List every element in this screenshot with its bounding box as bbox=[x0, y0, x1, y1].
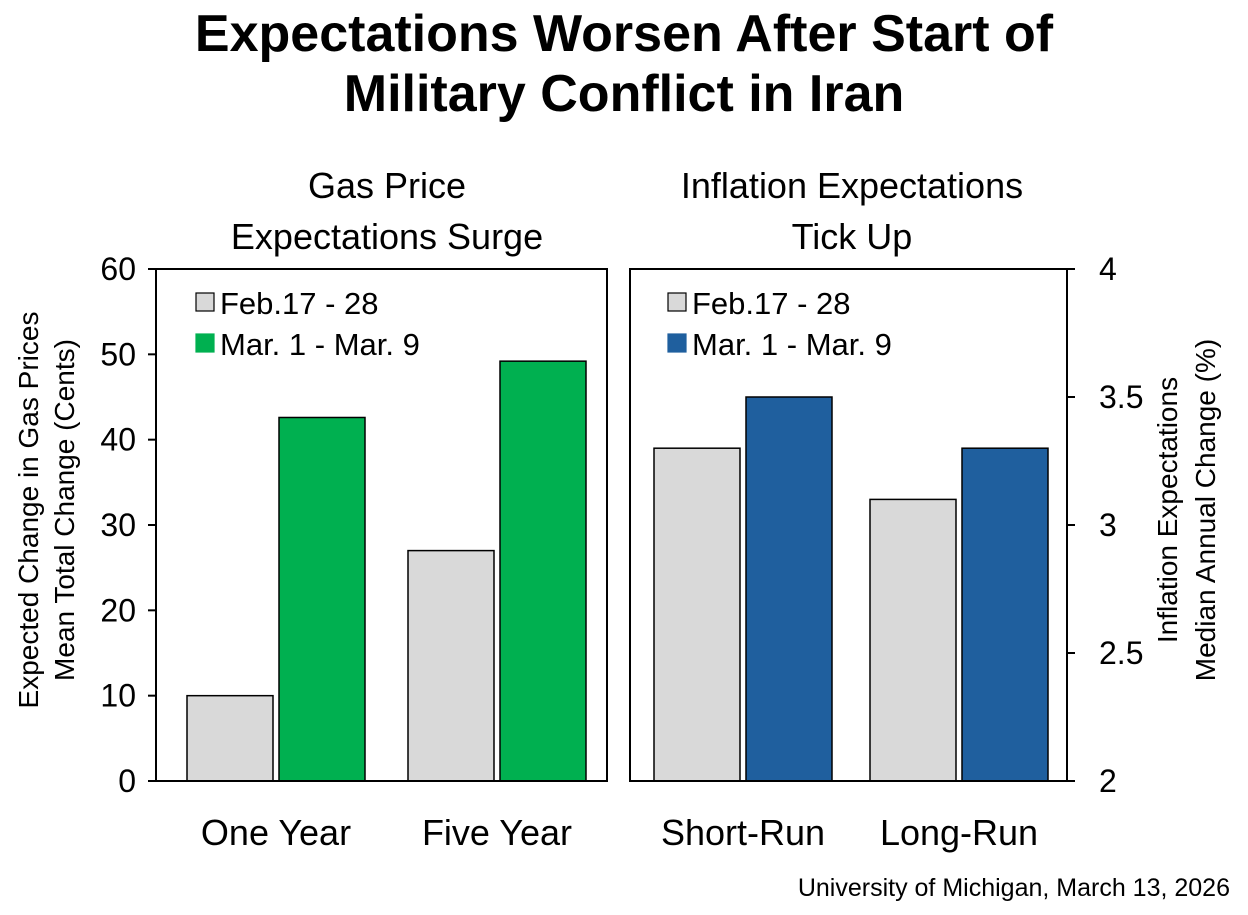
page-title-line-2: Military Conflict in Iran bbox=[343, 65, 905, 123]
y-tick-label: 20 bbox=[100, 592, 136, 628]
chart-title-line-1: Gas Price bbox=[308, 165, 466, 206]
x-tick-label: Five Year bbox=[422, 812, 572, 853]
bar-one-year-series-1 bbox=[186, 694, 274, 782]
bar-one-year-series-2 bbox=[278, 416, 366, 782]
y-tick-label: 60 bbox=[100, 251, 136, 287]
legend-label-1: Feb.17 - 28 bbox=[220, 286, 379, 321]
bar-short-run-series-2 bbox=[745, 396, 833, 782]
y-tick-label: 0 bbox=[118, 763, 136, 799]
y-tick-label: 2.5 bbox=[1099, 635, 1143, 671]
bar-short-run-series-1 bbox=[653, 447, 741, 782]
legend-label-2: Mar. 1 - Mar. 9 bbox=[692, 327, 892, 362]
x-tick-label: Short-Run bbox=[661, 812, 825, 853]
source-note: University of Michigan, March 13, 2026 bbox=[797, 874, 1230, 902]
chart-title-line-1: Inflation Expectations bbox=[681, 165, 1023, 206]
y-tick-label: 4 bbox=[1099, 251, 1117, 287]
bar-long-run-series-1 bbox=[869, 498, 957, 782]
y-tick-label: 3.5 bbox=[1099, 379, 1143, 415]
legend-swatch-2 bbox=[667, 333, 687, 353]
y-axis-label-line-1: Inflation Expectations bbox=[1152, 377, 1183, 643]
legend-swatch-2 bbox=[195, 333, 215, 353]
legend-swatch-1 bbox=[667, 292, 687, 312]
legend-swatch-1 bbox=[195, 292, 215, 312]
y-axis-label-line-2: Median Annual Change (%) bbox=[1190, 339, 1221, 681]
y-tick-label: 2 bbox=[1099, 763, 1117, 799]
y-axis-label-line-2: Mean Total Change (Cents) bbox=[49, 339, 80, 681]
chart-title-line-2: Tick Up bbox=[792, 216, 913, 257]
y-tick-label: 10 bbox=[100, 678, 136, 714]
chart-panel-2: Inflation Expectations Tick Up Short-Run Lo… bbox=[629, 165, 1221, 853]
y-axis-label-line-1: Expected Change in Gas Prices bbox=[13, 312, 44, 709]
x-tick-label: One Year bbox=[201, 812, 351, 853]
bar-five-year-series-2 bbox=[499, 360, 587, 782]
x-tick-label: Long-Run bbox=[880, 812, 1038, 853]
y-tick-label: 50 bbox=[100, 336, 136, 372]
chart-title-line-2: Expectations Surge bbox=[231, 216, 543, 257]
y-tick-label: 3 bbox=[1099, 507, 1117, 543]
page-title: Expectations Worsen After Start of Milit… bbox=[0, 4, 1248, 124]
legend-label-1: Feb.17 - 28 bbox=[692, 286, 851, 321]
y-tick-label: 30 bbox=[100, 507, 136, 543]
bar-five-year-series-1 bbox=[407, 549, 495, 782]
chart-panel-1: Gas Price Expectations Surge One Year Five … bbox=[13, 165, 608, 853]
legend-label-2: Mar. 1 - Mar. 9 bbox=[220, 327, 420, 362]
bar-long-run-series-2 bbox=[961, 447, 1049, 782]
y-tick-label: 40 bbox=[100, 422, 136, 458]
page-title-line-1: Expectations Worsen After Start of bbox=[194, 5, 1054, 63]
